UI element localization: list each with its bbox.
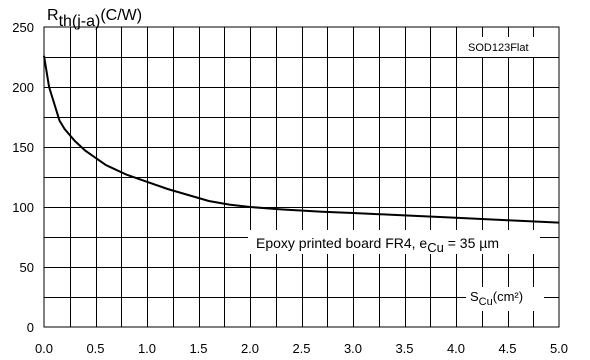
x-tick-labels: 0.0 0.5 1.0 1.5 2.0 2.5 3.0 3.5 4.0 4.5 5.0 — [35, 341, 568, 356]
y-axis-label: Rth(j-a)(C/W) — [47, 7, 142, 30]
curve-layer — [43, 55, 560, 224]
x-tick-label: 5.0 — [550, 341, 568, 356]
x-tick-label: 1.5 — [189, 341, 207, 356]
y-tick-label: 100 — [12, 200, 34, 215]
rth-curve — [43, 55, 560, 224]
x-tick-label: 4.0 — [447, 341, 465, 356]
y-tick-label: 50 — [20, 260, 34, 275]
x-tick-label: 3.5 — [395, 341, 413, 356]
x-axis-label-bg — [466, 287, 544, 311]
y-tick-label: 0 — [27, 320, 34, 335]
plot-frame — [43, 26, 560, 328]
x-tick-label: 2.0 — [241, 341, 259, 356]
x-tick-label: 3.0 — [344, 341, 362, 356]
x-tick-label: 1.0 — [138, 341, 156, 356]
x-tick-label: 0.0 — [35, 341, 53, 356]
x-tick-label: 4.5 — [498, 341, 516, 356]
x-tick-label: 2.5 — [292, 341, 310, 356]
x-tick-label: 0.5 — [86, 341, 104, 356]
grid — [44, 27, 559, 327]
y-tick-label: 150 — [12, 140, 34, 155]
x-axis-label: SCu(cm²) — [470, 289, 523, 308]
package-label: SOD123Flat — [468, 42, 529, 54]
y-tick-labels: 0 50 100 150 200 250 — [12, 20, 34, 335]
y-tick-label: 200 — [12, 80, 34, 95]
board-annotation: Epoxy printed board FR4, eCu = 35 µm — [256, 235, 499, 255]
y-tick-label: 250 — [12, 20, 34, 35]
package-label-bg — [462, 37, 544, 57]
annotation-bg — [248, 230, 540, 254]
